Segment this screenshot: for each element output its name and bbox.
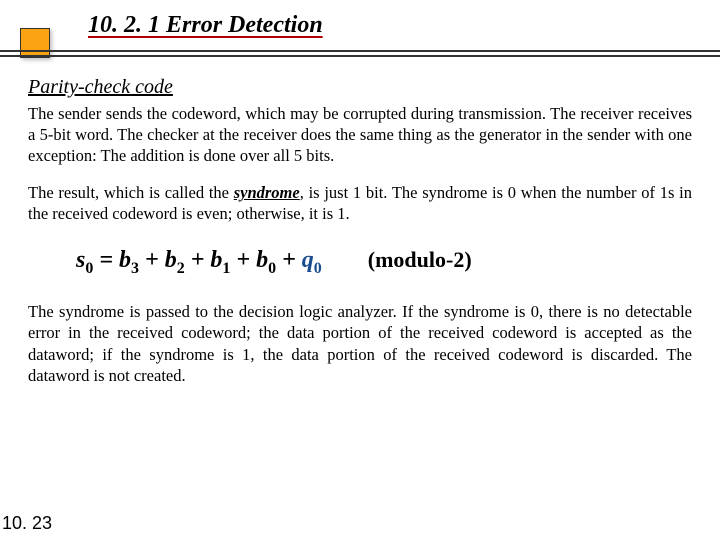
plus-1: + <box>139 247 165 273</box>
eq-sign: = <box>93 247 119 273</box>
sub-b0: 0 <box>268 259 276 276</box>
plus-2: + <box>185 247 211 273</box>
sub-b2: 2 <box>177 259 185 276</box>
term-b0: b <box>256 247 268 273</box>
term-q: q <box>302 247 314 273</box>
slide-content: Parity-check code The sender sends the c… <box>0 58 720 386</box>
term-b1: b <box>210 247 222 273</box>
sub-b3: 3 <box>131 259 139 276</box>
divider-line-top <box>0 50 720 52</box>
plus-3: + <box>230 247 256 273</box>
paragraph-2-lead: The result, which is called the <box>28 183 234 202</box>
bullet-square-icon <box>20 28 50 58</box>
term-q0: q0 <box>302 247 322 273</box>
term-b3: b <box>119 247 131 273</box>
syndrome-term: syndrome <box>234 183 300 202</box>
plus-4: + <box>276 247 302 273</box>
formula-block: s0 = b3 + b2 + b1 + b0 + q0 (modulo-2) <box>28 241 692 284</box>
paragraph-1: The sender sends the codeword, which may… <box>28 103 692 166</box>
divider-line-bottom <box>0 55 720 57</box>
paragraph-2: The result, which is called the syndrome… <box>28 182 692 224</box>
slide-header: 10. 2. 1 Error Detection <box>0 0 720 58</box>
slide-title: 10. 2. 1 Error Detection <box>88 12 323 39</box>
formula-expression: s0 = b3 + b2 + b1 + b0 + q0 <box>76 247 328 273</box>
paragraph-3: The syndrome is passed to the decision l… <box>28 301 692 385</box>
term-b2: b <box>165 247 177 273</box>
sub-q0: 0 <box>314 259 322 276</box>
page-number: 10. 23 <box>2 513 52 534</box>
section-subtitle: Parity-check code <box>28 76 692 99</box>
term-s: s <box>76 247 85 273</box>
modulo-note: (modulo-2) <box>368 247 472 272</box>
